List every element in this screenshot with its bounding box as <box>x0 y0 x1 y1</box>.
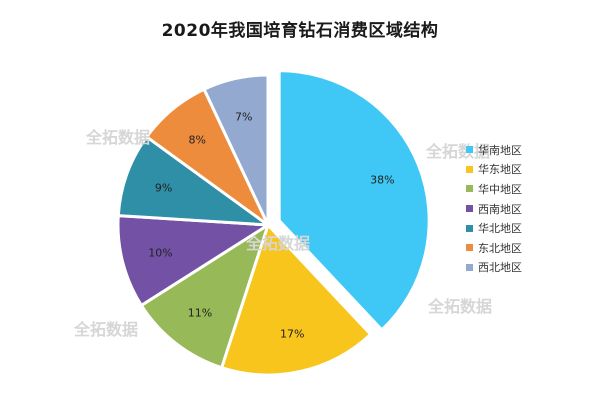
legend-swatch <box>466 224 473 232</box>
legend-swatch <box>466 244 473 252</box>
chart-title: 2020年我国培育钻石消费区域结构 <box>161 21 439 41</box>
slice-label: 38% <box>370 174 394 187</box>
watermark: 全拓数据 <box>74 320 139 339</box>
watermark: 全拓数据 <box>426 142 491 161</box>
watermark: 全拓数据 <box>246 234 311 253</box>
legend-label: 东北地区 <box>478 241 522 255</box>
slice-label: 9% <box>155 181 172 194</box>
pie-slice <box>116 134 274 227</box>
legend-item: 华南地区 <box>466 140 522 160</box>
legend-label: 华中地区 <box>478 182 522 196</box>
pie-slice <box>202 73 270 226</box>
legend-item: 华北地区 <box>466 218 522 238</box>
legend-label: 华北地区 <box>478 222 522 236</box>
legend-label: 华南地区 <box>478 143 522 157</box>
legend-label: 西南地区 <box>478 202 522 216</box>
legend-swatch <box>466 165 473 173</box>
legend-swatch <box>466 146 473 154</box>
legend: 华南地区华东地区华中地区西南地区华北地区东北地区西北地区 <box>466 140 522 277</box>
legend-item: 华中地区 <box>466 179 522 199</box>
pie-slice <box>219 222 373 377</box>
legend-label: 西北地区 <box>478 261 522 275</box>
slice-label: 17% <box>280 327 304 340</box>
legend-swatch <box>466 205 473 213</box>
legend-item: 华东地区 <box>466 160 522 180</box>
legend-label: 华东地区 <box>478 163 522 177</box>
legend-item: 西北地区 <box>466 258 522 278</box>
slice-label: 8% <box>189 133 206 146</box>
pie-slice <box>139 221 271 370</box>
slice-label: 11% <box>188 307 212 320</box>
slice-label: 7% <box>235 111 252 124</box>
legend-item: 东北地区 <box>466 238 522 258</box>
watermark: 全拓数据 <box>86 128 151 147</box>
pie-slice <box>277 69 431 333</box>
slice-label: 10% <box>148 247 172 260</box>
legend-swatch <box>466 185 473 193</box>
pie-slice <box>116 213 273 308</box>
legend-swatch <box>466 263 473 271</box>
legend-item: 西南地区 <box>466 199 522 219</box>
watermark: 全拓数据 <box>428 297 493 316</box>
